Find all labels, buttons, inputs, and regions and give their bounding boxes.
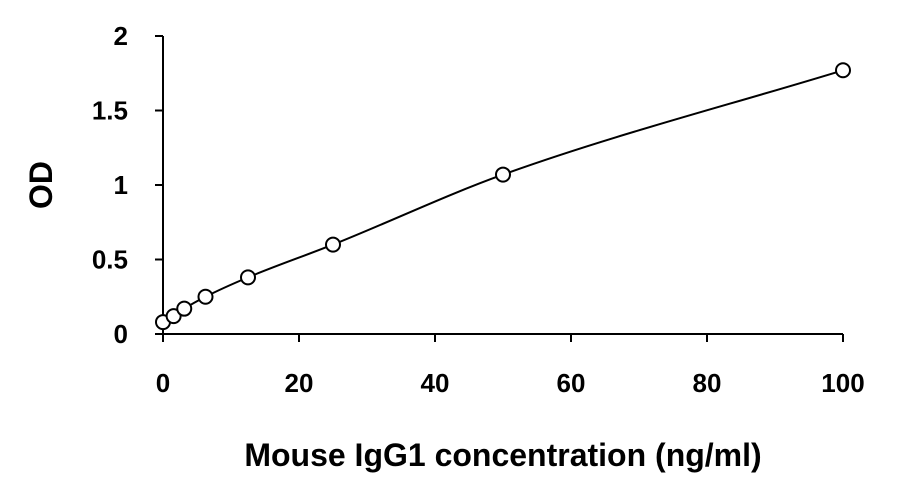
- x-tick-label: 20: [285, 368, 314, 398]
- data-point: [835, 62, 851, 79]
- data-point: [165, 308, 182, 325]
- data-point: [240, 269, 256, 286]
- x-tick-label: 0: [156, 368, 170, 398]
- data-points-layer: [155, 62, 851, 331]
- axes: [162, 36, 843, 335]
- x-tick-label: 100: [821, 368, 864, 398]
- fit-curve-layer: [162, 69, 844, 323]
- data-point: [176, 300, 193, 317]
- y-ticks: 0 0.5 1 1.5 2: [92, 21, 163, 349]
- fit-curve: [162, 69, 844, 323]
- data-point: [197, 288, 214, 305]
- x-tick-label: 40: [421, 368, 450, 398]
- x-tick-label: 60: [557, 368, 586, 398]
- x-axis-title: Mouse IgG1 concentration (ng/ml): [244, 437, 761, 473]
- y-tick-label: 2: [114, 21, 128, 51]
- x-ticks: 0 20 40 60 80 100: [156, 334, 865, 398]
- y-tick-label: 0: [114, 319, 128, 349]
- data-point: [495, 166, 511, 183]
- x-tick-label: 80: [693, 368, 722, 398]
- y-tick-label: 1.5: [92, 96, 128, 126]
- data-point: [325, 236, 341, 253]
- y-tick-label: 0.5: [92, 245, 128, 275]
- y-axis-title: OD: [23, 161, 59, 209]
- y-tick-label: 1: [114, 170, 128, 200]
